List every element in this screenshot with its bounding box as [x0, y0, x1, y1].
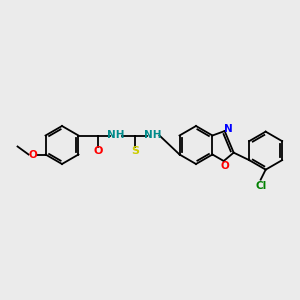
Text: NH: NH: [107, 130, 124, 140]
Text: Cl: Cl: [255, 181, 266, 190]
Text: O: O: [94, 146, 103, 155]
Text: N: N: [224, 124, 233, 134]
Text: O: O: [220, 161, 229, 171]
Text: NH: NH: [144, 130, 161, 140]
Text: S: S: [131, 146, 140, 155]
Text: O: O: [28, 149, 37, 160]
